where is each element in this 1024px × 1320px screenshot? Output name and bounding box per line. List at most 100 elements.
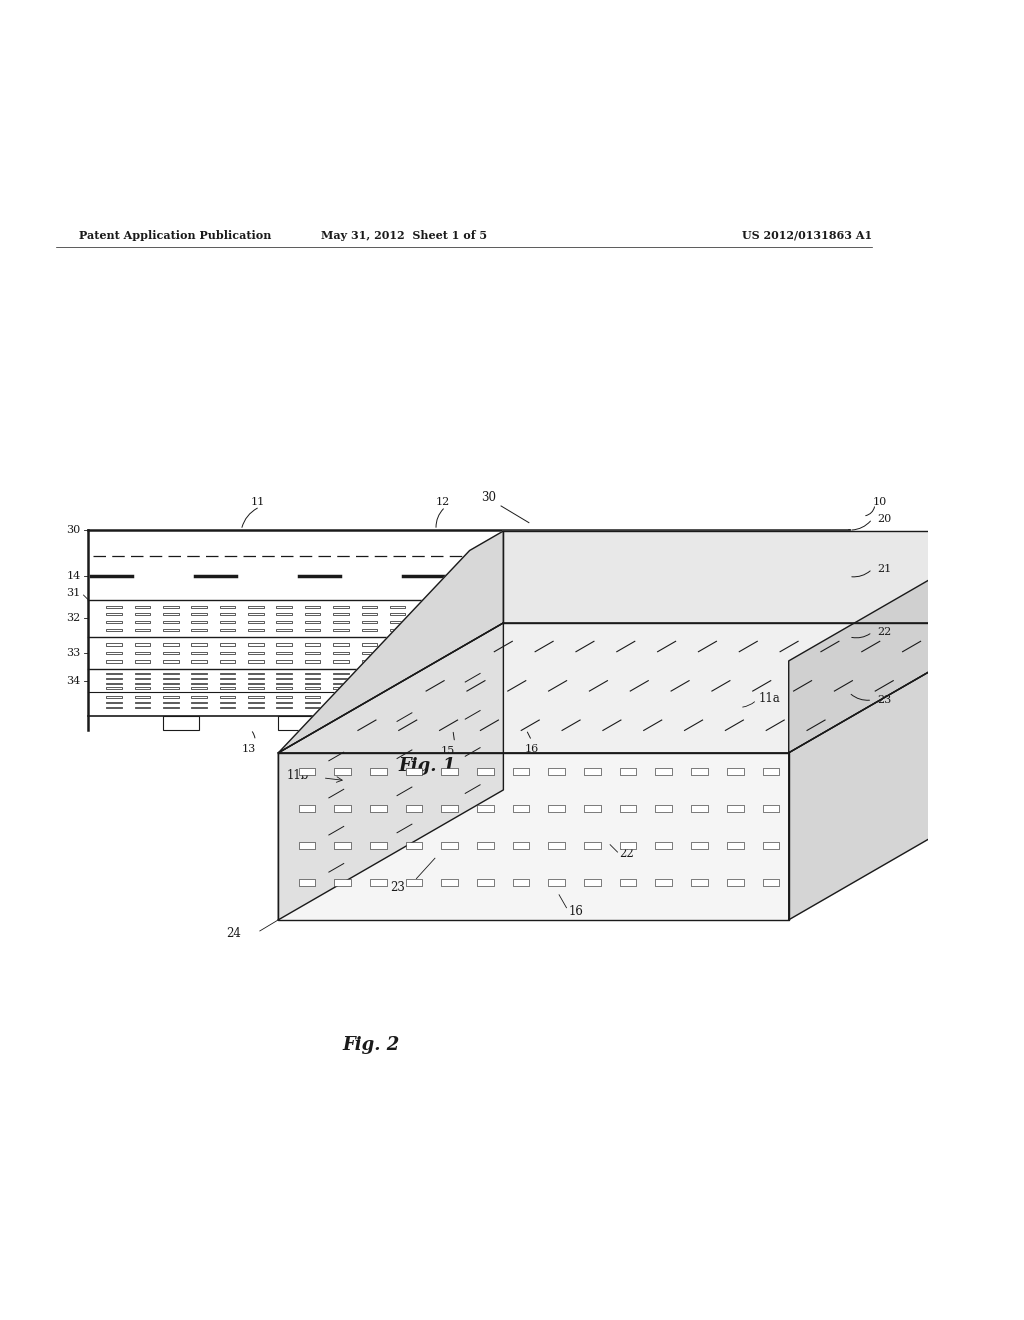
Bar bbox=[560, 614, 575, 615]
Bar bbox=[191, 643, 207, 645]
Bar bbox=[418, 628, 434, 631]
Bar bbox=[763, 805, 779, 812]
Bar bbox=[475, 620, 490, 623]
Bar bbox=[504, 628, 519, 631]
Bar bbox=[645, 677, 660, 678]
Bar bbox=[276, 628, 292, 631]
Bar bbox=[674, 697, 689, 698]
Bar bbox=[616, 652, 633, 655]
Bar bbox=[299, 768, 315, 775]
Text: 21: 21 bbox=[877, 564, 891, 574]
Bar bbox=[106, 643, 122, 645]
Text: 30: 30 bbox=[481, 491, 497, 504]
Bar bbox=[446, 628, 462, 631]
Text: 20: 20 bbox=[877, 513, 891, 524]
Bar bbox=[477, 768, 494, 775]
Bar bbox=[475, 643, 490, 645]
Bar bbox=[691, 805, 708, 812]
Bar bbox=[248, 706, 263, 708]
Bar bbox=[361, 706, 377, 708]
Bar bbox=[759, 706, 774, 708]
Bar bbox=[504, 652, 519, 655]
Bar bbox=[248, 660, 263, 663]
Bar bbox=[390, 606, 406, 607]
Bar bbox=[616, 606, 633, 607]
Bar bbox=[504, 643, 519, 645]
Bar bbox=[106, 706, 122, 708]
Bar bbox=[248, 677, 263, 678]
Bar bbox=[248, 688, 263, 689]
Bar bbox=[446, 688, 462, 689]
Bar bbox=[418, 620, 434, 623]
Bar bbox=[730, 677, 745, 678]
Bar bbox=[134, 697, 151, 698]
Bar bbox=[787, 628, 803, 631]
Bar bbox=[624, 715, 658, 730]
Bar bbox=[333, 643, 349, 645]
Bar bbox=[134, 614, 151, 615]
Bar bbox=[504, 706, 519, 708]
Bar bbox=[134, 660, 151, 663]
Bar bbox=[390, 673, 406, 675]
Bar bbox=[674, 606, 689, 607]
Bar bbox=[531, 697, 547, 698]
Bar bbox=[248, 643, 263, 645]
Bar bbox=[787, 643, 803, 645]
Bar bbox=[727, 879, 743, 886]
Bar bbox=[446, 701, 462, 704]
Bar bbox=[730, 628, 745, 631]
Bar bbox=[191, 628, 207, 631]
Bar bbox=[815, 673, 830, 675]
Bar bbox=[730, 697, 745, 698]
Bar bbox=[701, 697, 718, 698]
Bar bbox=[759, 677, 774, 678]
Bar bbox=[333, 606, 349, 607]
Bar bbox=[163, 660, 178, 663]
Text: 16: 16 bbox=[568, 906, 584, 917]
Bar bbox=[701, 620, 718, 623]
Bar bbox=[730, 614, 745, 615]
Bar bbox=[361, 660, 377, 663]
Bar bbox=[163, 701, 178, 704]
Bar bbox=[370, 768, 387, 775]
Bar bbox=[276, 614, 292, 615]
Bar bbox=[701, 614, 718, 615]
Text: 12: 12 bbox=[436, 498, 451, 507]
Bar bbox=[589, 682, 604, 684]
Bar bbox=[163, 688, 178, 689]
Bar bbox=[390, 677, 406, 678]
Bar bbox=[730, 701, 745, 704]
Polygon shape bbox=[788, 531, 1014, 752]
Bar bbox=[305, 697, 321, 698]
Bar bbox=[106, 688, 122, 689]
Bar bbox=[475, 682, 490, 684]
Bar bbox=[509, 715, 544, 730]
Bar bbox=[134, 652, 151, 655]
Bar bbox=[418, 673, 434, 675]
Bar bbox=[475, 652, 490, 655]
Bar bbox=[441, 768, 458, 775]
Bar bbox=[584, 879, 601, 886]
Polygon shape bbox=[504, 531, 1014, 623]
Bar bbox=[589, 673, 604, 675]
Bar bbox=[730, 643, 745, 645]
Bar bbox=[276, 701, 292, 704]
Bar bbox=[589, 697, 604, 698]
Bar bbox=[475, 697, 490, 698]
Bar bbox=[531, 628, 547, 631]
Bar bbox=[390, 697, 406, 698]
Bar bbox=[727, 768, 743, 775]
Bar bbox=[674, 652, 689, 655]
Text: 11: 11 bbox=[251, 498, 265, 507]
Bar bbox=[220, 701, 236, 704]
Bar bbox=[248, 614, 263, 615]
Bar bbox=[475, 628, 490, 631]
Bar bbox=[645, 628, 660, 631]
Bar bbox=[333, 673, 349, 675]
Bar bbox=[589, 701, 604, 704]
Bar bbox=[589, 660, 604, 663]
Bar bbox=[645, 673, 660, 675]
Bar bbox=[106, 652, 122, 655]
Bar bbox=[276, 673, 292, 675]
Bar bbox=[763, 842, 779, 849]
